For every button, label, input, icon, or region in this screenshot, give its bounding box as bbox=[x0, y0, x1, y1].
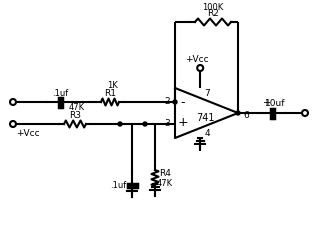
Text: +Vcc: +Vcc bbox=[185, 55, 209, 64]
Text: 2: 2 bbox=[164, 97, 170, 106]
Text: 47K: 47K bbox=[69, 103, 85, 113]
Text: .1uf: .1uf bbox=[52, 89, 68, 97]
Circle shape bbox=[302, 110, 308, 116]
Circle shape bbox=[173, 100, 177, 104]
Text: .1uf: .1uf bbox=[110, 181, 126, 189]
Text: -: - bbox=[181, 96, 185, 110]
Text: 741: 741 bbox=[196, 113, 214, 123]
Text: +: + bbox=[178, 116, 188, 130]
Circle shape bbox=[10, 121, 16, 127]
Text: R1: R1 bbox=[104, 89, 116, 97]
Text: 10uf: 10uf bbox=[265, 99, 285, 107]
Text: 7: 7 bbox=[204, 89, 210, 97]
Text: R3: R3 bbox=[69, 110, 81, 120]
Circle shape bbox=[236, 111, 240, 115]
Text: +: + bbox=[262, 98, 270, 108]
Text: 6: 6 bbox=[243, 110, 249, 120]
Circle shape bbox=[197, 65, 203, 71]
Text: 3: 3 bbox=[164, 120, 170, 129]
Text: 100K: 100K bbox=[202, 3, 224, 11]
Circle shape bbox=[10, 99, 16, 105]
Text: 1K: 1K bbox=[107, 82, 117, 90]
Circle shape bbox=[143, 122, 147, 126]
Text: 4: 4 bbox=[204, 129, 210, 137]
Text: +Vcc: +Vcc bbox=[16, 129, 40, 137]
Text: 47K: 47K bbox=[157, 178, 173, 188]
Text: R4: R4 bbox=[159, 169, 171, 178]
Text: R2: R2 bbox=[207, 10, 219, 18]
Circle shape bbox=[118, 122, 122, 126]
